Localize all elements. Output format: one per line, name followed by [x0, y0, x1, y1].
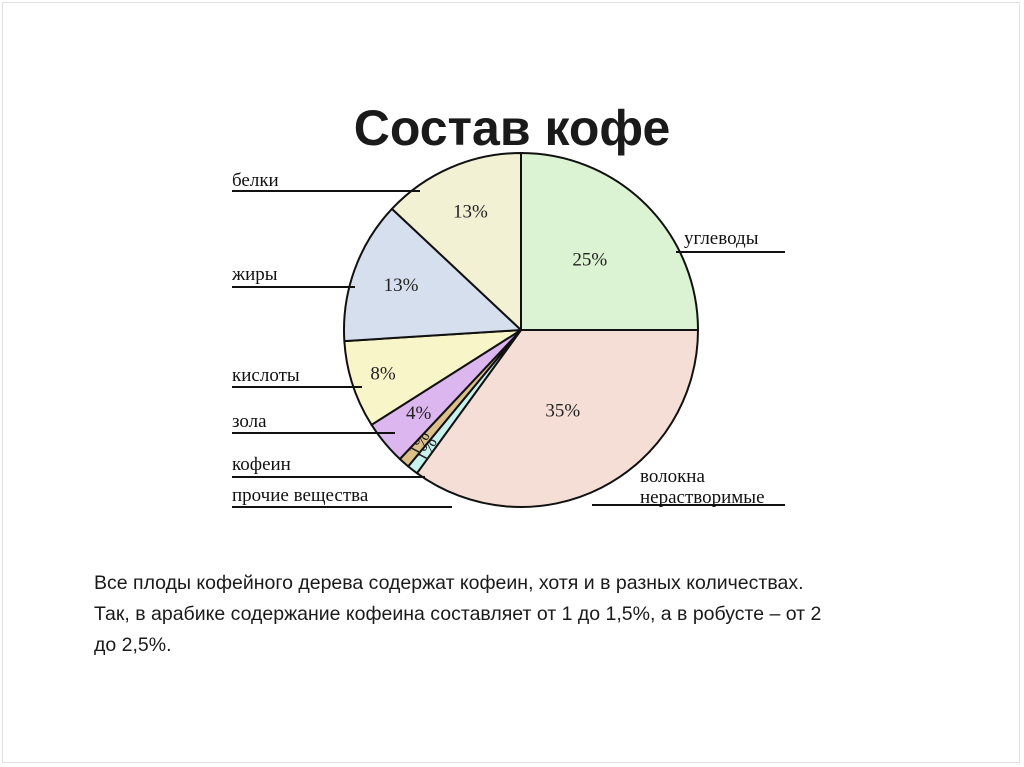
slice-value-label: 25% [572, 250, 607, 271]
description-line: Все плоды кофейного дерева содержат кофе… [94, 572, 804, 594]
category-label: зола [232, 411, 267, 432]
description: Все плоды кофейного дерева содержат кофе… [94, 568, 974, 661]
category-label: белки [232, 170, 279, 191]
pie-slice [390, 152, 522, 331]
description-line: до 2,5%. [94, 634, 172, 656]
description-line: Так, в арабике содержание кофеина состав… [94, 603, 822, 625]
category-label: кофеин [232, 454, 291, 475]
category-label: кислоты [232, 365, 300, 386]
slice-value-label: 35% [545, 400, 580, 421]
slide-title: Состав кофе [353, 99, 671, 156]
category-label: нерастворимые [640, 487, 765, 508]
pie-slice [520, 152, 699, 331]
pie-slice [415, 329, 699, 508]
category-label: жиры [231, 264, 278, 285]
category-label: прочие вещества [232, 485, 369, 506]
slice-value-label: 4% [406, 403, 432, 424]
category-label: углеводы [684, 228, 759, 249]
slice-value-label: 13% [384, 275, 419, 296]
slice-value-label: 13% [453, 201, 488, 222]
pie-slice [343, 329, 522, 426]
slice-value-label: 8% [370, 363, 396, 384]
pie-slice [343, 207, 522, 343]
category-label: волокна [640, 466, 705, 487]
